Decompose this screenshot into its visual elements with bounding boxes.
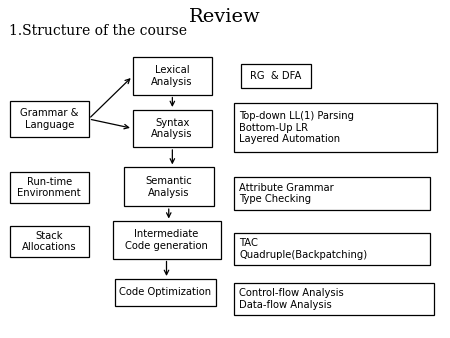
FancyBboxPatch shape: [10, 172, 89, 203]
FancyBboxPatch shape: [234, 177, 430, 210]
FancyBboxPatch shape: [133, 57, 212, 95]
FancyBboxPatch shape: [112, 221, 220, 259]
Text: Intermediate
Code generation: Intermediate Code generation: [125, 229, 208, 251]
Text: Syntax
Analysis: Syntax Analysis: [151, 118, 193, 139]
Text: Semantic
Analysis: Semantic Analysis: [145, 176, 192, 197]
Text: Code Optimization: Code Optimization: [119, 287, 212, 297]
Text: RG  & DFA: RG & DFA: [250, 71, 302, 81]
FancyBboxPatch shape: [124, 167, 214, 206]
Text: Grammar &
Language: Grammar & Language: [20, 108, 78, 130]
Text: Run-time
Environment: Run-time Environment: [18, 177, 81, 198]
FancyBboxPatch shape: [234, 103, 436, 152]
FancyBboxPatch shape: [133, 110, 212, 147]
Text: Stack
Allocations: Stack Allocations: [22, 231, 76, 252]
Text: Top-down LL(1) Parsing
Bottom-Up LR
Layered Automation: Top-down LL(1) Parsing Bottom-Up LR Laye…: [239, 111, 355, 144]
FancyBboxPatch shape: [234, 283, 434, 315]
FancyBboxPatch shape: [234, 233, 430, 265]
FancyBboxPatch shape: [10, 101, 89, 137]
Text: TAC
Quadruple(Backpatching): TAC Quadruple(Backpatching): [239, 239, 368, 260]
Text: Review: Review: [189, 8, 261, 26]
FancyBboxPatch shape: [115, 279, 216, 306]
Text: Lexical
Analysis: Lexical Analysis: [151, 65, 193, 87]
Text: Attribute Grammar
Type Checking: Attribute Grammar Type Checking: [239, 183, 334, 204]
FancyBboxPatch shape: [241, 64, 310, 88]
Text: 1.Structure of the course: 1.Structure of the course: [9, 24, 187, 38]
Text: Control-flow Analysis
Data-flow Analysis: Control-flow Analysis Data-flow Analysis: [239, 288, 344, 310]
FancyBboxPatch shape: [10, 226, 89, 257]
